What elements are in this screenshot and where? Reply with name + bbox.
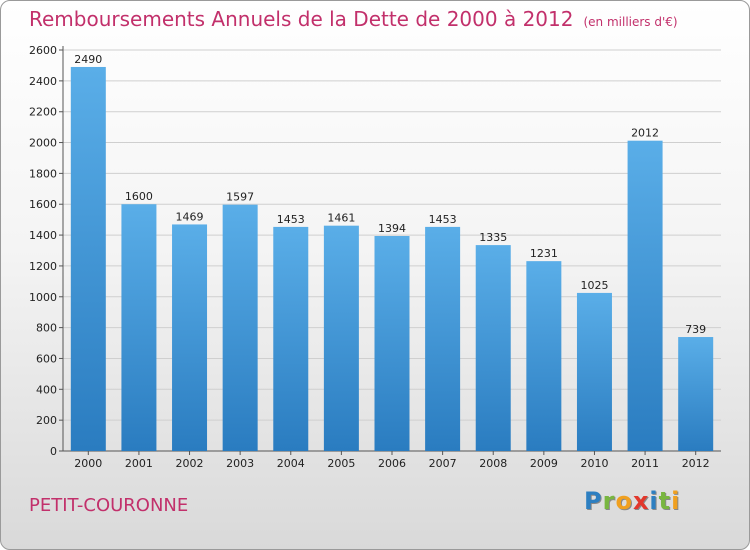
bar-value-label: 1600	[125, 190, 153, 203]
bar[interactable]	[172, 224, 208, 451]
bar[interactable]	[273, 226, 309, 451]
logo-letter: o	[615, 487, 633, 515]
bar-value-label: 1394	[378, 222, 406, 235]
logo-letter: P	[584, 487, 603, 515]
y-tick-label: 0	[50, 445, 57, 458]
bar[interactable]	[576, 292, 612, 451]
y-tick-label: 2600	[29, 44, 57, 57]
x-tick-label: 2005	[327, 457, 355, 470]
bar-value-label: 739	[685, 323, 706, 336]
x-tick-label: 2006	[378, 457, 406, 470]
bar[interactable]	[222, 204, 258, 451]
y-tick-label: 200	[36, 414, 57, 427]
bar[interactable]	[678, 337, 714, 451]
bar[interactable]	[425, 226, 461, 451]
x-tick-label: 2011	[631, 457, 659, 470]
logo-letter: i	[671, 487, 681, 515]
bar[interactable]	[374, 236, 410, 451]
x-tick-label: 2001	[125, 457, 153, 470]
y-tick-label: 2200	[29, 106, 57, 119]
y-tick-label: 2000	[29, 137, 57, 150]
x-tick-label: 2007	[429, 457, 457, 470]
x-tick-label: 2004	[277, 457, 305, 470]
bar[interactable]	[627, 140, 663, 452]
y-tick-label: 800	[36, 322, 57, 335]
y-tick-label: 1600	[29, 198, 57, 211]
proxiti-logo[interactable]: Proxiti	[584, 487, 680, 515]
y-tick-label: 1000	[29, 291, 57, 304]
bar[interactable]	[121, 204, 157, 451]
x-tick-label: 2003	[226, 457, 254, 470]
bar-value-label: 1231	[530, 247, 558, 260]
logo-letter: x	[632, 487, 650, 515]
bar-value-label: 2490	[74, 53, 102, 66]
y-tick-label: 600	[36, 352, 57, 365]
bar-value-label: 1025	[580, 279, 608, 292]
bar-value-label: 1461	[327, 212, 355, 225]
x-tick-label: 2009	[530, 457, 558, 470]
title-text: Remboursements Annuels de la Dette de 20…	[29, 7, 574, 31]
bar-value-label: 2012	[631, 127, 659, 140]
logo-letter: i	[649, 487, 659, 515]
x-tick-label: 2010	[580, 457, 608, 470]
logo-letter: r	[602, 487, 616, 515]
x-tick-label: 2012	[682, 457, 710, 470]
bar[interactable]	[70, 66, 106, 451]
bar[interactable]	[475, 245, 511, 451]
chart-title: Remboursements Annuels de la Dette de 20…	[29, 7, 678, 31]
y-tick-label: 2400	[29, 75, 57, 88]
bar[interactable]	[323, 225, 359, 451]
bar-value-label: 1453	[429, 213, 457, 226]
y-tick-label: 400	[36, 383, 57, 396]
chart-subtitle: (en milliers d'€)	[583, 15, 678, 29]
bar-value-label: 1453	[277, 213, 305, 226]
y-tick-label: 1200	[29, 260, 57, 273]
y-tick-label: 1400	[29, 229, 57, 242]
y-tick-label: 1800	[29, 167, 57, 180]
x-tick-label: 2002	[176, 457, 204, 470]
x-tick-label: 2000	[74, 457, 102, 470]
bar[interactable]	[526, 261, 562, 451]
x-tick-label: 2008	[479, 457, 507, 470]
place-name: PETIT-COURONNE	[29, 495, 189, 516]
bar-value-label: 1597	[226, 191, 254, 204]
logo-letter: t	[658, 487, 672, 515]
bar-value-label: 1335	[479, 231, 507, 244]
bar-value-label: 1469	[176, 210, 204, 223]
